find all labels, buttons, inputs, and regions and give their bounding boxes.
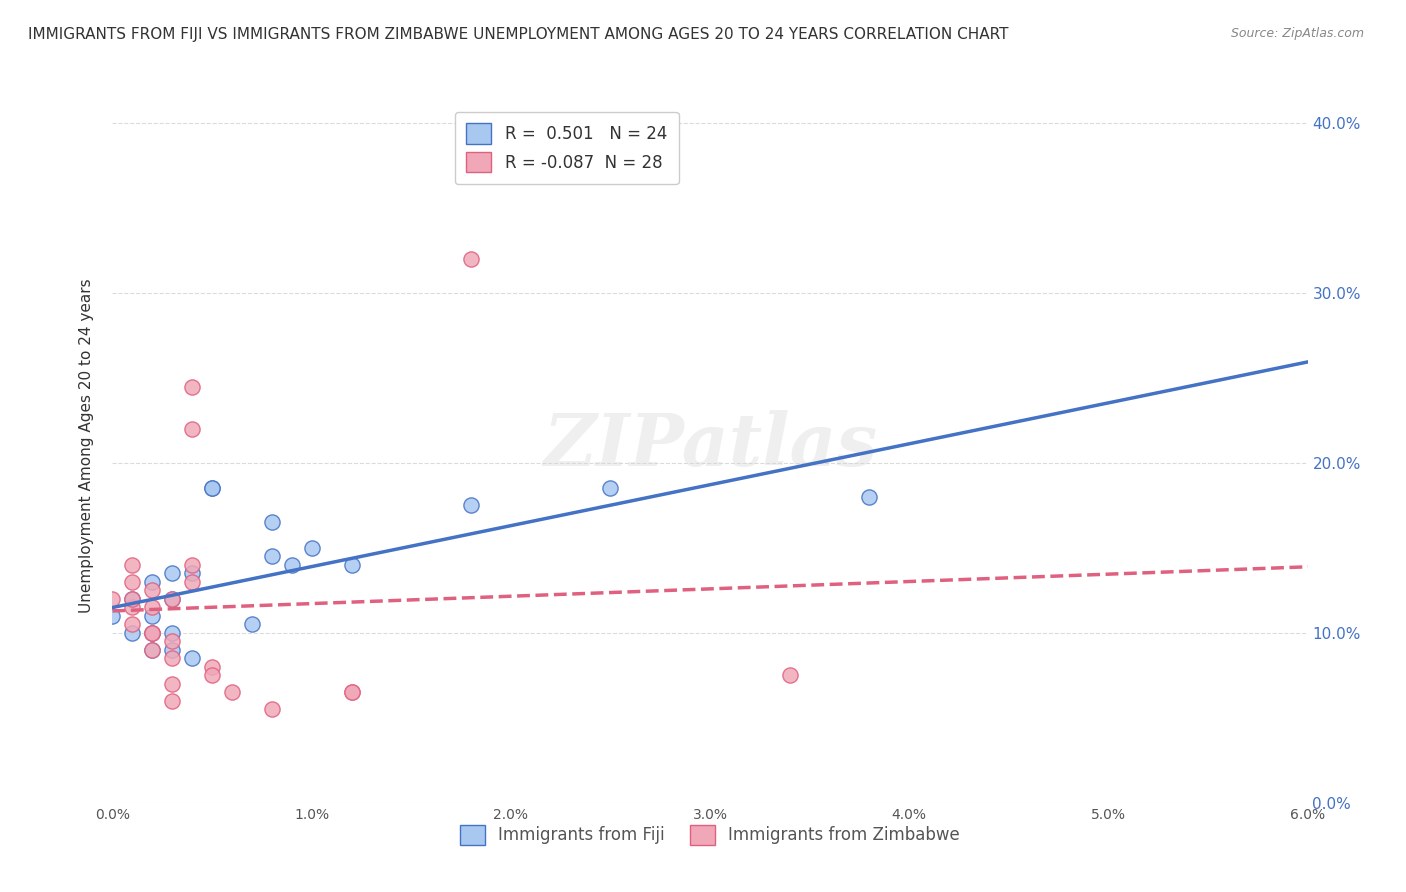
Point [181, 379, 204, 393]
Point [779, 668, 801, 682]
Point [301, 541, 323, 555]
Point [141, 600, 163, 615]
Point [460, 499, 482, 513]
Point [101, 608, 124, 623]
Point [240, 617, 263, 632]
Point [121, 591, 143, 606]
Point [201, 668, 224, 682]
Point [141, 626, 163, 640]
Point [162, 643, 183, 657]
Point [121, 617, 143, 632]
Point [121, 574, 143, 589]
Point [162, 626, 183, 640]
Point [340, 685, 363, 699]
Point [260, 549, 283, 564]
Point [201, 482, 224, 496]
Point [260, 702, 283, 716]
Point [281, 558, 304, 572]
Point [141, 626, 163, 640]
Y-axis label: Unemployment Among Ages 20 to 24 years: Unemployment Among Ages 20 to 24 years [79, 278, 94, 614]
Point [181, 422, 204, 436]
Point [162, 694, 183, 708]
Point [181, 651, 204, 665]
Point [162, 591, 183, 606]
Point [141, 608, 163, 623]
Point [141, 643, 163, 657]
Point [162, 634, 183, 648]
Legend: Immigrants from Fiji, Immigrants from Zimbabwe: Immigrants from Fiji, Immigrants from Zi… [453, 818, 967, 852]
Point [181, 566, 204, 581]
Point [121, 591, 143, 606]
Point [121, 558, 143, 572]
Point [181, 574, 204, 589]
Point [162, 566, 183, 581]
Point [340, 685, 363, 699]
Point [201, 660, 224, 674]
Point [101, 591, 124, 606]
Point [162, 651, 183, 665]
Point [221, 685, 243, 699]
Point [141, 643, 163, 657]
Point [141, 626, 163, 640]
Point [260, 516, 283, 530]
Point [162, 677, 183, 691]
Point [201, 482, 224, 496]
Text: Source: ZipAtlas.com: Source: ZipAtlas.com [1230, 27, 1364, 40]
Point [121, 600, 143, 615]
Point [599, 482, 621, 496]
Point [181, 558, 204, 572]
Point [340, 558, 363, 572]
Point [121, 626, 143, 640]
Point [162, 591, 183, 606]
Point [858, 490, 880, 504]
Text: ZIPatlas: ZIPatlas [543, 410, 877, 482]
Point [141, 574, 163, 589]
Text: IMMIGRANTS FROM FIJI VS IMMIGRANTS FROM ZIMBABWE UNEMPLOYMENT AMONG AGES 20 TO 2: IMMIGRANTS FROM FIJI VS IMMIGRANTS FROM … [28, 27, 1008, 42]
Point [141, 583, 163, 598]
Point [460, 252, 482, 266]
